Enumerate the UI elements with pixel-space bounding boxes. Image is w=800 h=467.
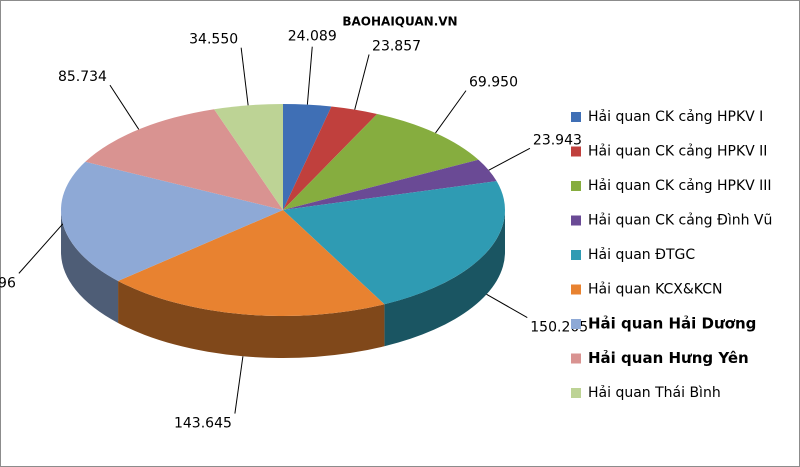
value-label: 143.645 xyxy=(174,416,232,432)
legend-swatch xyxy=(571,284,581,295)
value-label: 69.950 xyxy=(469,75,518,91)
legend-swatch xyxy=(571,181,581,191)
leader-line xyxy=(18,223,64,274)
legend-label: Hải quan Thái Bình xyxy=(588,385,721,401)
pie-side xyxy=(384,210,505,347)
legend-label: Hải quan CK cảng HPKV III xyxy=(588,178,772,194)
legend-swatch xyxy=(571,353,581,364)
pie-side xyxy=(118,280,385,359)
leader-line xyxy=(109,84,140,130)
pie-side xyxy=(61,210,119,323)
leader-line xyxy=(486,293,528,319)
chart-title: BAOHAIQUAN.VN xyxy=(342,15,457,29)
pie-slice xyxy=(283,106,378,210)
legend-label: Hải quan CK cảng HPKV II xyxy=(588,144,767,160)
leader-line xyxy=(306,46,313,105)
value-label: 23.857 xyxy=(372,39,421,55)
pie-slice xyxy=(283,114,479,210)
pie-slice xyxy=(60,161,283,281)
value-label: 23.943 xyxy=(533,132,582,148)
legend-swatch xyxy=(571,388,581,398)
legend-swatch xyxy=(571,215,581,226)
leader-line xyxy=(488,147,531,171)
value-label: 24.089 xyxy=(288,29,337,45)
legend-label: Hải quan Hải Dương xyxy=(588,315,756,333)
pie-slice xyxy=(283,181,506,305)
value-label: 85.734 xyxy=(58,69,107,85)
legend-label: Hải quan ĐTGC xyxy=(588,247,695,263)
pie-slice xyxy=(118,210,385,316)
legend-swatch xyxy=(571,112,581,122)
legend-label: Hải quan KCX&KCN xyxy=(588,282,722,298)
pie-slice xyxy=(283,159,497,210)
pie-slice xyxy=(283,104,332,210)
leader-line xyxy=(354,54,370,110)
leader-line xyxy=(435,90,467,134)
pie-slice xyxy=(214,104,283,210)
legend-label: Hải quan Hưng Yên xyxy=(588,349,749,367)
leader-line xyxy=(234,356,244,414)
value-label: 131.996 xyxy=(0,275,16,291)
legend-label: Hải quan CK cảng Đình Vũ xyxy=(588,213,772,229)
legend-swatch xyxy=(571,146,581,157)
legend-label: Hải quan CK cảng HPKV I xyxy=(588,109,763,125)
legend-swatch xyxy=(571,319,581,329)
pie-slice xyxy=(85,109,283,210)
value-label: 34.550 xyxy=(189,32,238,48)
leader-line xyxy=(240,47,249,106)
legend-swatch xyxy=(571,250,581,260)
